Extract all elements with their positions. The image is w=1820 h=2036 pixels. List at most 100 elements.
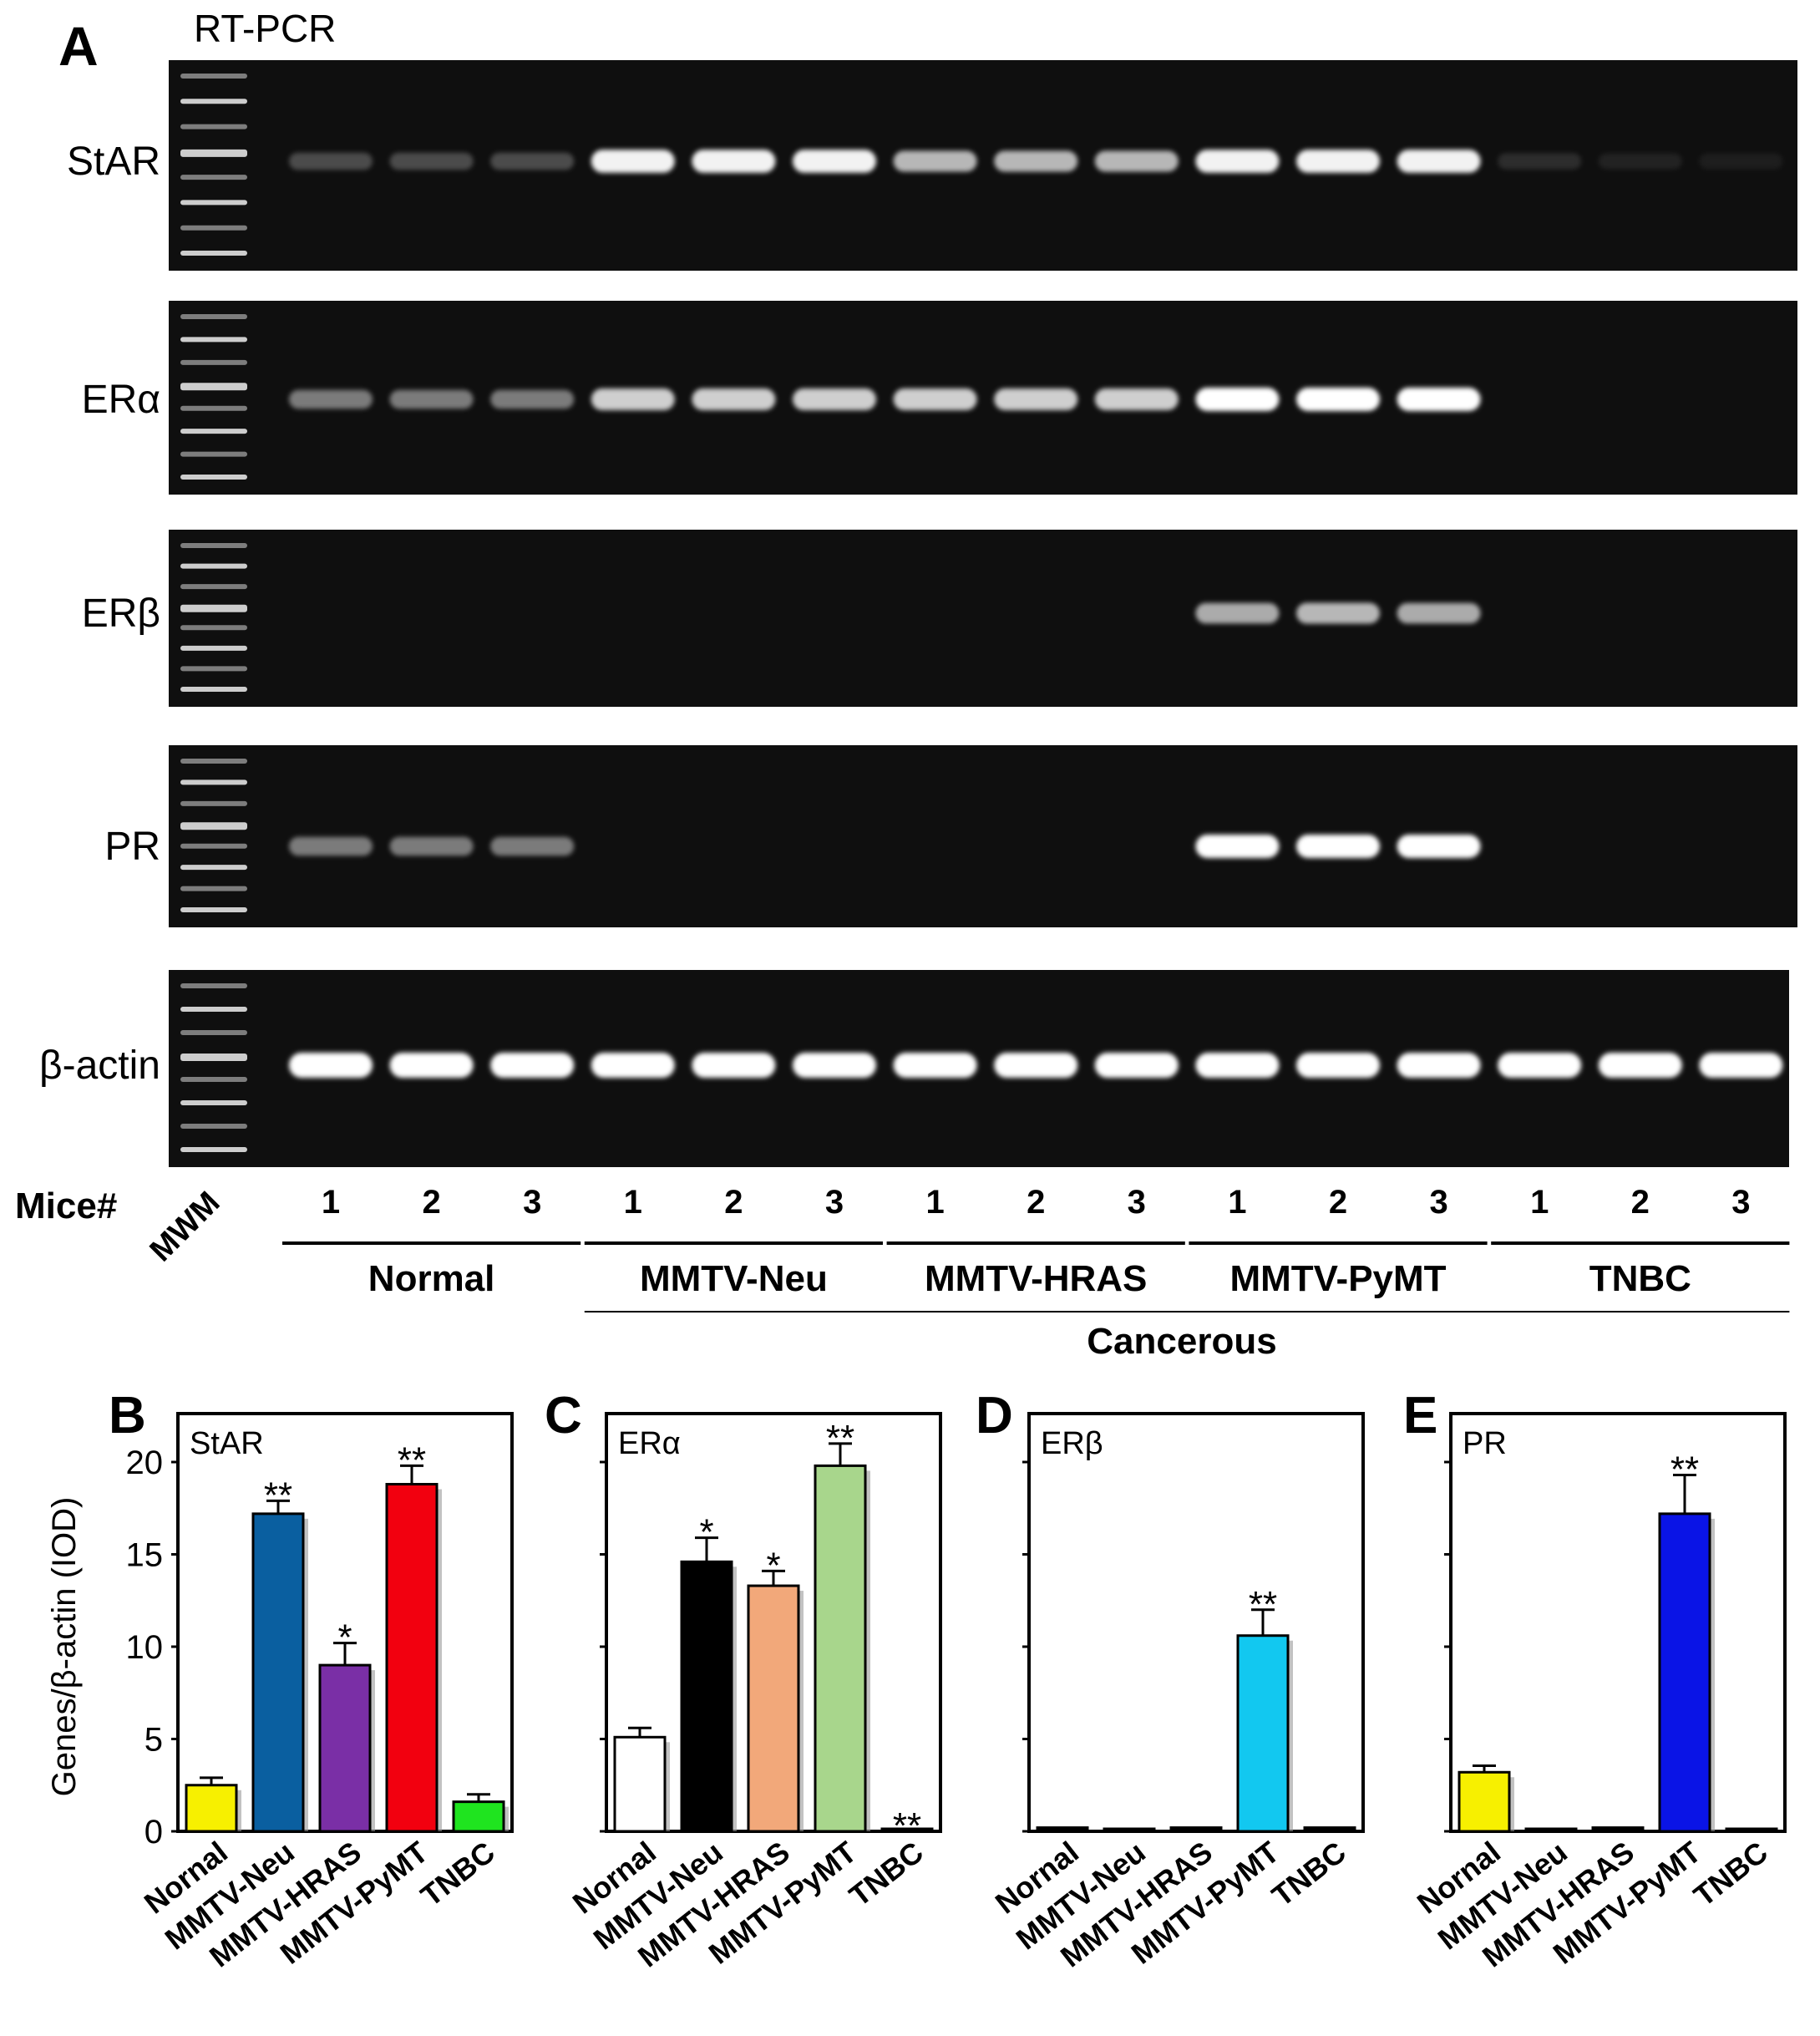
lane-number: 2 — [1027, 1184, 1045, 1221]
y-tick-label: 5 — [144, 1722, 163, 1759]
gel-band — [1598, 1053, 1682, 1078]
bar — [1524, 1827, 1578, 1833]
gel-label: ERα — [82, 378, 160, 422]
bar — [1169, 1826, 1223, 1833]
ladder-band — [180, 175, 247, 180]
y-axis-label: Genes/β-actin (IOD) — [46, 1497, 83, 1797]
ladder-band — [180, 405, 247, 411]
lane-number: 2 — [1631, 1184, 1650, 1221]
ladder-band — [180, 74, 247, 79]
gel-band — [289, 152, 373, 170]
gel-band — [1296, 835, 1380, 858]
gel-band — [1195, 388, 1280, 411]
ladder-band — [180, 314, 247, 319]
gel-band — [1397, 150, 1481, 173]
ladder-band — [180, 149, 247, 157]
mice-label: Mice# — [15, 1186, 117, 1226]
gel-band — [389, 152, 474, 170]
ladder-band — [180, 251, 247, 256]
lane-number: 1 — [624, 1184, 642, 1221]
bar — [1458, 1770, 1511, 1833]
gel-band — [994, 1053, 1078, 1078]
ladder-band — [180, 1124, 247, 1129]
lane-labels: Mice# MWM Cancerous 1 2 3 1 2 3 1 2 3 1 2 3 1 2 3 Norma… — [15, 1184, 1790, 1362]
ladder-band — [180, 983, 247, 988]
panel-letter: C — [545, 1387, 582, 1444]
gel-band — [793, 388, 876, 410]
ladder-band — [180, 1054, 247, 1061]
bar — [1725, 1827, 1778, 1833]
ladder-band — [180, 383, 247, 391]
ladder-band — [180, 563, 247, 569]
ladder-band — [180, 1030, 247, 1035]
gel-label: ERβ — [82, 592, 160, 636]
ladder-band — [180, 907, 247, 912]
ladder-band — [180, 429, 247, 434]
gel-band — [1195, 150, 1280, 173]
lane-number: 3 — [1128, 1184, 1146, 1221]
bar — [613, 1735, 667, 1833]
panel-letter-a: A — [58, 15, 99, 77]
ladder-band — [180, 359, 247, 365]
chart-e: E PRNornalMMTV-NeuMMTV-HRAS**MMTV-PyMTTNB… — [1403, 1387, 1787, 1974]
ladder-band — [180, 124, 247, 129]
lane-number: 3 — [523, 1184, 541, 1221]
gel-panel-a: A RT-PCR StAR ERα ERβ PR β-actin — [39, 7, 1797, 1167]
ladder-band — [180, 225, 247, 231]
ladder-band — [180, 625, 247, 631]
lane-number: 3 — [825, 1184, 844, 1221]
gel-band — [893, 388, 977, 410]
gel-band — [793, 150, 876, 173]
category-label: TNBC — [1687, 1835, 1774, 1913]
lane-number: 1 — [1530, 1184, 1549, 1221]
lane-number: 1 — [1228, 1184, 1246, 1221]
gel-label: StAR — [67, 140, 160, 184]
ladder-band — [180, 99, 247, 104]
gel-band — [389, 389, 474, 409]
gel-band — [389, 1053, 474, 1078]
panel-letter: E — [1403, 1387, 1437, 1444]
category-label: TNBC — [414, 1835, 501, 1913]
lane-number: 3 — [1429, 1184, 1447, 1221]
gel-band — [692, 1053, 776, 1078]
cancerous-label: Cancerous — [1087, 1321, 1276, 1362]
lane-number: 2 — [1329, 1184, 1347, 1221]
gel-band — [591, 150, 675, 173]
significance-mark: * — [337, 1617, 352, 1658]
y-tick-label: 20 — [126, 1444, 164, 1481]
ladder-band — [180, 1007, 247, 1012]
gel-band — [1296, 1053, 1380, 1078]
ladder-band — [180, 1147, 247, 1152]
gel-band — [490, 389, 575, 409]
chart-frame — [1449, 1412, 1787, 1833]
lane-number: 1 — [925, 1184, 944, 1221]
lane-number: 2 — [422, 1184, 440, 1221]
chart-title: StAR — [190, 1426, 264, 1461]
significance-mark: ** — [893, 1805, 921, 1846]
gel-band — [289, 1053, 373, 1078]
group-label: MMTV-HRAS — [925, 1258, 1147, 1299]
gel-band — [893, 150, 977, 172]
chart-frame — [1027, 1412, 1365, 1833]
bar — [680, 1560, 733, 1833]
gel-label: PR — [104, 825, 160, 869]
gel-label: β-actin — [39, 1043, 160, 1088]
gel-band — [1094, 1053, 1179, 1078]
group-label: Normal — [368, 1258, 495, 1299]
significance-mark: * — [699, 1512, 713, 1553]
gel-band — [994, 150, 1078, 172]
gel-band — [591, 388, 675, 410]
lane-number: 2 — [724, 1184, 743, 1221]
gel-band — [994, 388, 1078, 410]
gel-3 — [169, 745, 1797, 927]
ladder-band — [180, 687, 247, 692]
gel-band — [1397, 1053, 1481, 1078]
gel-2 — [169, 530, 1797, 707]
ladder-band — [180, 666, 247, 672]
gel-band — [1094, 150, 1179, 172]
gel-band — [1296, 388, 1380, 411]
bar — [1591, 1826, 1645, 1833]
significance-mark: ** — [1249, 1584, 1277, 1625]
